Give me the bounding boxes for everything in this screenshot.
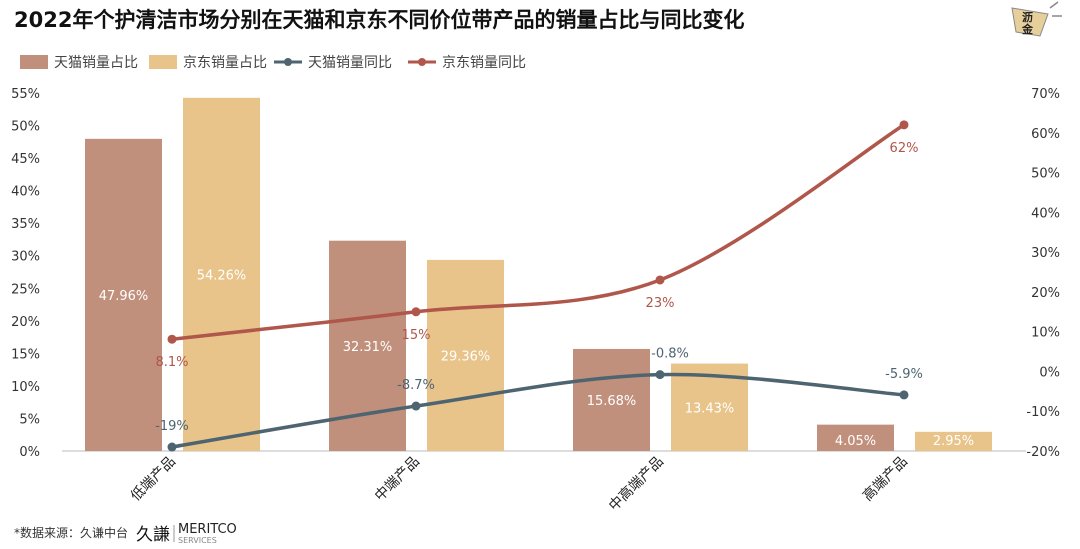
line-data-label: -5.9% [885,367,923,382]
bars: 47.96% 32.31% 15.68% 4.05% 54.26% 29.36% 13.43… [85,97,992,452]
legend-swatch [149,55,177,69]
legend-swatch [20,55,48,69]
left-axis: 0% 5% 10% 15% 20% 25% 30% 35% 40% 45% 50% 55% [11,87,40,460]
line-point [411,307,421,317]
category-label: 中高端产品 [605,453,667,515]
bar-data-label: 15.68% [587,394,637,409]
left-tick-label: 20% [11,315,40,330]
line-data-label: 62% [890,141,919,156]
brand-en-1: MERITCO [178,522,237,537]
line-data-label: -8.7% [397,378,435,393]
left-tick-label: 5% [19,412,40,427]
line-point [411,401,421,411]
category-label: 中端产品 [372,454,423,505]
bar-data-label: 13.43% [685,401,735,416]
legend-marker [418,58,426,66]
legend: 天猫销量占比 京东销量占比 天猫销量同比 京东销量同比 [20,55,526,71]
line-data-label: 8.1% [155,355,188,370]
bar [183,97,260,452]
footer: *数据来源：久谦中台 久謙 MERITCO SERVICES [14,522,237,545]
left-tick-label: 10% [11,380,40,395]
line-point [899,120,909,130]
bar [329,240,406,451]
line-point [899,390,909,400]
right-tick-label: 20% [1031,286,1060,301]
right-tick-label: 60% [1031,127,1060,142]
legend-label: 天猫销量同比 [308,55,392,71]
right-tick-label: 30% [1031,246,1060,261]
left-tick-label: 45% [11,152,40,167]
logo: 沥 金 [1011,1,1062,37]
bar [915,431,992,451]
right-tick-label: 40% [1031,206,1060,221]
bar [427,259,504,451]
logo-text-top: 沥 [1022,10,1033,24]
line-point [167,334,177,344]
source-note: *数据来源：久谦中台 [14,525,128,540]
lines: -19% -8.7% -0.8% -5.9% 8.1% 15% 23% 62% [155,120,923,452]
left-tick-label: 55% [11,87,40,102]
left-tick-label: 40% [11,185,40,200]
bar-data-label: 29.36% [441,349,491,364]
legend-label: 天猫销量占比 [54,55,138,71]
bar-data-label: 4.05% [835,434,876,449]
category-label: 低端产品 [128,454,179,505]
left-tick-label: 35% [11,217,40,232]
legend-label: 京东销量占比 [183,55,267,71]
right-tick-label: -10% [1026,405,1060,420]
bar [817,424,894,451]
left-tick-label: 50% [11,120,40,135]
category-labels: 低端产品 中端产品 中高端产品 高端产品 [128,453,911,515]
brand-cn: 久謙 [136,525,170,545]
series-line [171,372,905,449]
line-point [655,275,665,285]
right-tick-label: 70% [1031,87,1060,102]
right-tick-label: -20% [1026,445,1060,460]
left-tick-label: 30% [11,250,40,265]
bar [573,348,650,451]
right-tick-label: 0% [1039,365,1060,380]
logo-text-bottom: 金 [1021,22,1034,36]
category-label: 高端产品 [859,453,911,505]
right-axis: -20% -10% 0% 10% 20% 30% 40% 50% 60% 70% [1026,87,1060,460]
line-data-label: -19% [155,419,189,434]
chart-title: 2022年个护清洁市场分别在天猫和京东不同价位带产品的销量占比与同比变化 [14,8,744,32]
bar [85,138,162,451]
bar-data-label: 47.96% [99,289,149,304]
bar-data-label: 32.31% [343,340,393,355]
brand-en-2: SERVICES [178,536,217,545]
line-point [167,442,177,452]
left-tick-label: 25% [11,282,40,297]
left-tick-label: 0% [19,445,40,460]
right-tick-label: 50% [1031,167,1060,182]
bar-data-label: 54.26% [197,268,247,283]
legend-label: 京东销量同比 [442,55,526,71]
line-data-label: -0.8% [651,347,689,362]
bar-data-label: 2.95% [933,434,974,449]
line-point [655,370,665,380]
line-data-label: 23% [646,296,675,311]
left-tick-label: 15% [11,347,40,362]
series-line [171,123,905,341]
line-data-label: 15% [402,328,431,343]
right-tick-label: 10% [1031,326,1060,341]
legend-marker [284,58,292,66]
